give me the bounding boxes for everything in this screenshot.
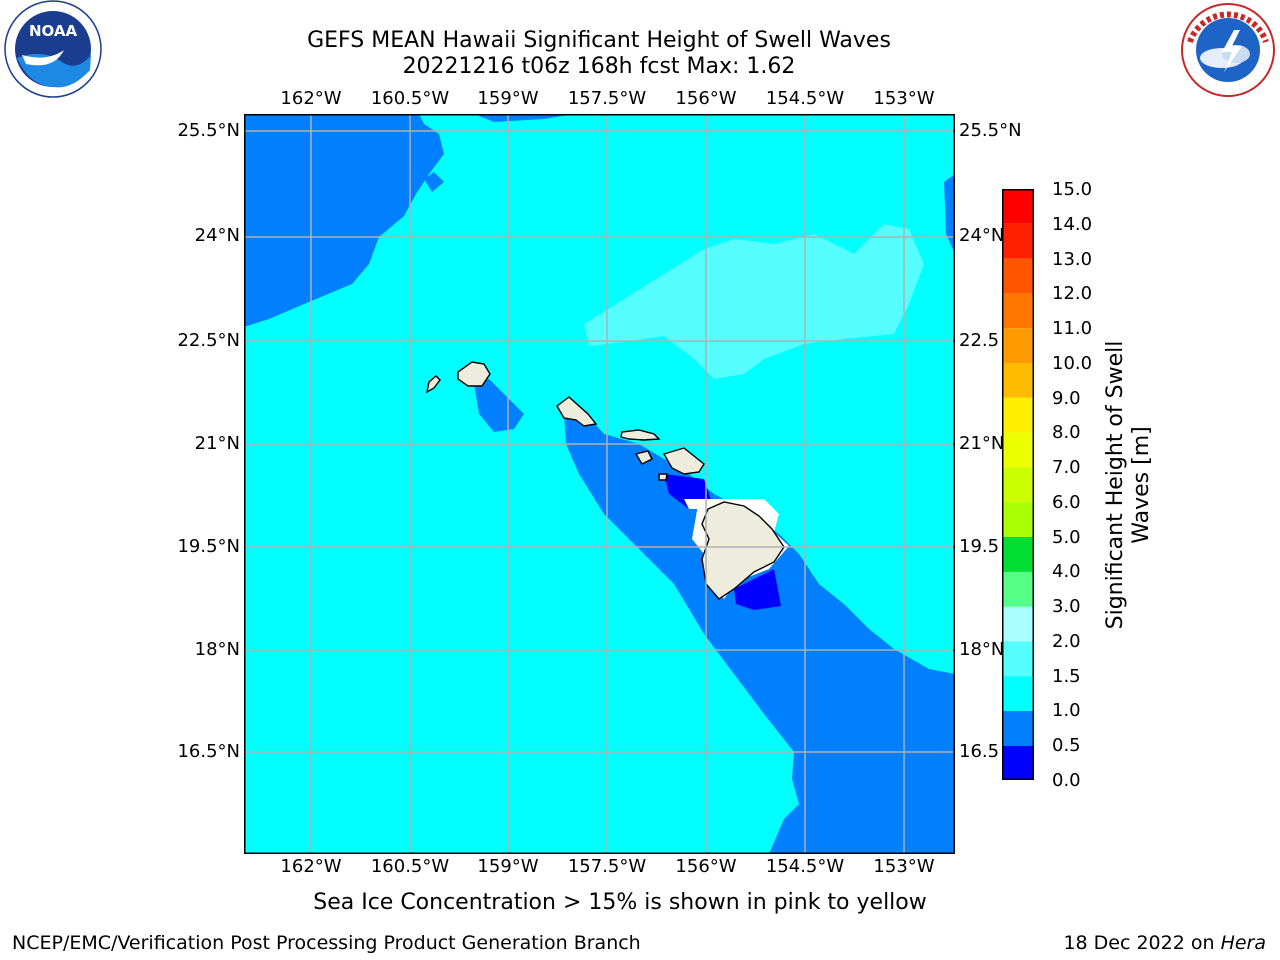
lon-label: 153°W <box>873 856 935 877</box>
colorbar-tick: 10.0 <box>1052 353 1093 374</box>
lat-label: 21°N <box>194 433 240 454</box>
hawaiian-islands <box>426 361 785 600</box>
colorbar-tick: 4.0 <box>1052 561 1081 582</box>
colorbar-tick: 0.0 <box>1052 770 1081 791</box>
lat-label: 22.5°N <box>177 330 240 351</box>
swell-zone-north <box>474 114 574 122</box>
noaa-logo: NOAA <box>2 0 104 100</box>
colorbar-label: Significant Height of Swell Waves [m] <box>1103 325 1155 645</box>
swell-patch <box>424 172 444 192</box>
colorbar-tick: 13.0 <box>1052 249 1093 270</box>
noaa-logo-text: NOAA <box>29 22 78 40</box>
lat-label: 18°N <box>194 639 240 660</box>
lat-label: 24°N <box>959 225 1005 246</box>
colorbar-tick: 1.0 <box>1052 700 1081 721</box>
colorbar-label-line-2: Waves [m] <box>1129 426 1154 544</box>
island-kahoolawe <box>658 473 668 481</box>
lon-label: 162°W <box>280 856 342 877</box>
lon-label: 160.5°W <box>370 88 450 109</box>
lon-label: 156°W <box>675 856 737 877</box>
lon-label: 153°W <box>873 88 935 109</box>
lat-label: 16.5°N <box>177 741 240 762</box>
map-frame <box>244 114 955 854</box>
colorbar-tick: 0.5 <box>1052 735 1081 756</box>
colorbar-tick: 5.0 <box>1052 527 1081 548</box>
lat-label: 21°N <box>959 433 1005 454</box>
colorbar-tick: 8.0 <box>1052 422 1081 443</box>
colorbar-tick: 2.0 <box>1052 631 1081 652</box>
swell-zone-high <box>584 224 924 379</box>
island-maui <box>662 447 705 475</box>
colorbar-tick: 14.0 <box>1052 214 1093 235</box>
lon-label: 159°W <box>477 88 539 109</box>
colorbar-tick: 9.0 <box>1052 388 1081 409</box>
graticule <box>244 114 955 854</box>
title-line-1: GEFS MEAN Hawaii Significant Height of S… <box>307 28 891 53</box>
lat-label: 19.5 <box>959 536 1000 557</box>
lon-label: 154.5°W <box>765 88 845 109</box>
title-line-2: 20221216 t06z 168h fcst Max: 1.62 <box>402 54 796 79</box>
lat-label: 25.5°N <box>177 120 240 141</box>
colorbar-tick: 3.0 <box>1052 596 1081 617</box>
lat-label: 22.5 <box>959 330 1000 351</box>
footer-machine: Hera <box>1220 932 1266 954</box>
colorbar-tick: 1.5 <box>1052 666 1081 687</box>
island-molokai <box>620 429 661 441</box>
swell-zone-kauai <box>474 379 524 432</box>
swell-zone-southeast <box>564 412 955 854</box>
island-oahu <box>556 396 598 427</box>
lat-label: 25.5°N <box>959 120 1022 141</box>
sea-ice-note: Sea Ice Concentration > 15% is shown in … <box>313 890 927 915</box>
lon-label: 162°W <box>280 88 342 109</box>
colorbar-tick: 6.0 <box>1052 492 1081 513</box>
colorbar-tick: 15.0 <box>1052 179 1093 200</box>
lon-label: 160.5°W <box>370 856 450 877</box>
swell-zone-northwest <box>244 114 444 327</box>
colorbar-label-line-1: Significant Height of Swell <box>1103 340 1128 630</box>
lon-label: 154.5°W <box>765 856 845 877</box>
footer-branch: NCEP/EMC/Verification Post Processing Pr… <box>12 932 641 954</box>
lat-label: 16.5 <box>959 741 1000 762</box>
swell-zone-low-hawaii <box>734 569 781 610</box>
nws-logo <box>1178 2 1278 98</box>
lon-label: 157.5°W <box>567 88 647 109</box>
map-plot <box>244 114 955 854</box>
lon-label: 156°W <box>675 88 737 109</box>
colorbar-tick: 7.0 <box>1052 457 1081 478</box>
lon-label: 157.5°W <box>567 856 647 877</box>
footer-date-text: 18 Dec 2022 on <box>1063 932 1221 954</box>
lat-label: 24°N <box>194 225 240 246</box>
island-lanai <box>634 450 653 465</box>
island-niihau <box>426 375 441 394</box>
colorbar-tick: 12.0 <box>1052 283 1093 304</box>
lat-label: 18°N <box>959 639 1005 660</box>
lon-label: 159°W <box>477 856 539 877</box>
swell-zone-east-edge <box>944 174 955 254</box>
colorbar-tick: 11.0 <box>1052 318 1093 339</box>
island-kauai <box>457 361 491 387</box>
lat-label: 19.5°N <box>177 536 240 557</box>
footer-date: 18 Dec 2022 on Hera <box>1063 932 1266 954</box>
colorbar <box>1002 189 1034 780</box>
chart-title: GEFS MEAN Hawaii Significant Height of S… <box>0 28 1198 80</box>
